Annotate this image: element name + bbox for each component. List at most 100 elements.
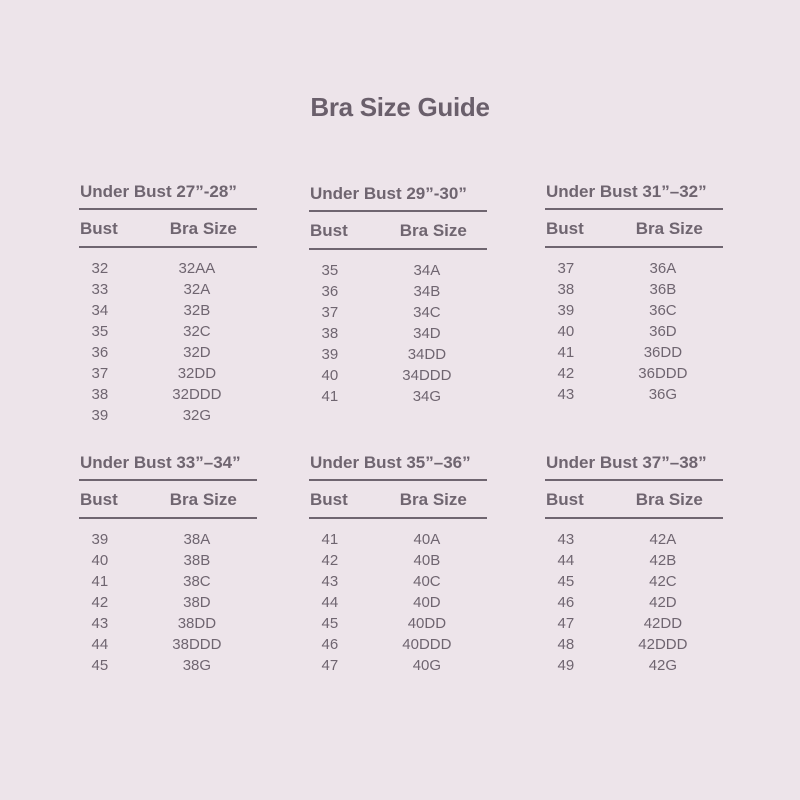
bra-size-value: 36DDD — [638, 365, 688, 382]
bust-value: 48 — [557, 636, 575, 653]
bust-value: 39 — [557, 302, 575, 319]
bust-value: 43 — [557, 531, 575, 548]
bust-column-header: Bust — [310, 221, 348, 240]
table-row: 40 34DDD — [309, 365, 487, 386]
bust-value: 40 — [91, 552, 109, 569]
bra-size-value: 34DD — [407, 346, 447, 363]
bra-size-value: 36C — [649, 302, 677, 319]
size-table: Under Bust 33”–34” Bust Bra Size 39 38A … — [79, 451, 257, 676]
bust-value: 41 — [321, 531, 339, 548]
table-row: 39 36C — [545, 300, 723, 321]
table-heading: Under Bust 31”–32” — [545, 180, 723, 210]
bust-column-header: Bust — [80, 490, 118, 509]
table-row: 42 40B — [309, 550, 487, 571]
bust-value: 37 — [321, 304, 339, 321]
bust-value: 41 — [91, 573, 109, 590]
bra-size-value: 38DDD — [172, 636, 222, 653]
bust-value: 41 — [557, 344, 575, 361]
bra-size-value: 32DDD — [172, 386, 222, 403]
bra-size-value: 36G — [648, 386, 678, 403]
table-heading: Under Bust 37”–38” — [545, 451, 723, 481]
table-row: 41 38C — [79, 571, 257, 592]
table-row: 40 38B — [79, 550, 257, 571]
size-table: Under Bust 35”–36” Bust Bra Size 41 40A … — [309, 451, 487, 676]
bra-size-value: 34G — [412, 388, 442, 405]
bra-size-value: 42A — [649, 531, 677, 548]
bust-value: 46 — [321, 636, 339, 653]
size-table: Under Bust 37”–38” Bust Bra Size 43 42A … — [545, 451, 723, 676]
bust-value: 38 — [321, 325, 339, 342]
table-row: 47 40G — [309, 655, 487, 676]
bra-size-value: 40C — [413, 573, 441, 590]
bust-column-header: Bust — [80, 219, 118, 238]
bust-value: 33 — [91, 281, 109, 298]
bra-size-value: 42B — [649, 552, 677, 569]
table-row: 37 34C — [309, 302, 487, 323]
bust-value: 49 — [557, 657, 575, 674]
page-title: Bra Size Guide — [310, 92, 490, 122]
bra-size-value: 38G — [182, 657, 212, 674]
table-row: 45 38G — [79, 655, 257, 676]
bust-value: 43 — [557, 386, 575, 403]
bra-size-value: 32A — [183, 281, 211, 298]
bra-size-value: 32B — [183, 302, 211, 319]
table-header: Bust Bra Size — [309, 212, 487, 250]
table-row: 39 38A — [79, 529, 257, 550]
table-row: 39 32G — [79, 405, 257, 426]
bra-size-value: 40G — [412, 657, 442, 674]
table-row: 45 42C — [545, 571, 723, 592]
bra-size-value: 40DD — [407, 615, 447, 632]
bra-size-value: 40DDD — [402, 636, 452, 653]
bra-size-value: 42C — [649, 573, 677, 590]
bust-value: 45 — [557, 573, 575, 590]
table-row: 36 32D — [79, 342, 257, 363]
bust-value: 45 — [91, 657, 109, 674]
table-row: 38 36B — [545, 279, 723, 300]
table-row: 42 36DDD — [545, 363, 723, 384]
bust-value: 47 — [557, 615, 575, 632]
bust-value: 36 — [321, 283, 339, 300]
bust-value: 44 — [321, 594, 339, 611]
table-row: 41 36DD — [545, 342, 723, 363]
bust-value: 38 — [91, 386, 109, 403]
bust-value: 36 — [91, 344, 109, 361]
table-row: 35 32C — [79, 321, 257, 342]
bra-size-column-header: Bra Size — [399, 221, 467, 240]
bra-size-value: 36B — [649, 281, 677, 298]
size-table: Under Bust 29”-30” Bust Bra Size 35 34A … — [309, 182, 487, 407]
table-header: Bust Bra Size — [79, 481, 257, 519]
bra-size-value: 32G — [182, 407, 212, 424]
table-row: 42 38D — [79, 592, 257, 613]
bra-size-value: 36DD — [643, 344, 683, 361]
table-row: 37 36A — [545, 258, 723, 279]
bra-size-value: 42G — [648, 657, 678, 674]
bra-size-value: 42DDD — [638, 636, 688, 653]
table-row: 32 32AA — [79, 258, 257, 279]
table-row: 43 36G — [545, 384, 723, 405]
table-heading: Under Bust 27”-28” — [79, 180, 257, 210]
bra-size-value: 38A — [183, 531, 211, 548]
table-row: 39 34DD — [309, 344, 487, 365]
bra-size-value: 34D — [413, 325, 441, 342]
bust-column-header: Bust — [546, 490, 584, 509]
bra-size-value: 32D — [183, 344, 211, 361]
table-row: 36 34B — [309, 281, 487, 302]
bra-size-column-header: Bra Size — [399, 490, 467, 509]
bust-value: 47 — [321, 657, 339, 674]
bust-column-header: Bust — [546, 219, 584, 238]
bust-value: 44 — [91, 636, 109, 653]
bust-value: 37 — [91, 365, 109, 382]
bra-size-value: 42DD — [643, 615, 683, 632]
bust-value: 39 — [91, 531, 109, 548]
bra-size-value: 34B — [413, 283, 441, 300]
bust-value: 39 — [321, 346, 339, 363]
bust-value: 42 — [557, 365, 575, 382]
bra-size-value: 38DD — [177, 615, 217, 632]
bust-value: 38 — [557, 281, 575, 298]
table-row: 38 32DDD — [79, 384, 257, 405]
bust-value: 39 — [91, 407, 109, 424]
table-row: 38 34D — [309, 323, 487, 344]
bust-value: 35 — [91, 323, 109, 340]
table-heading: Under Bust 33”–34” — [79, 451, 257, 481]
bust-value: 44 — [557, 552, 575, 569]
